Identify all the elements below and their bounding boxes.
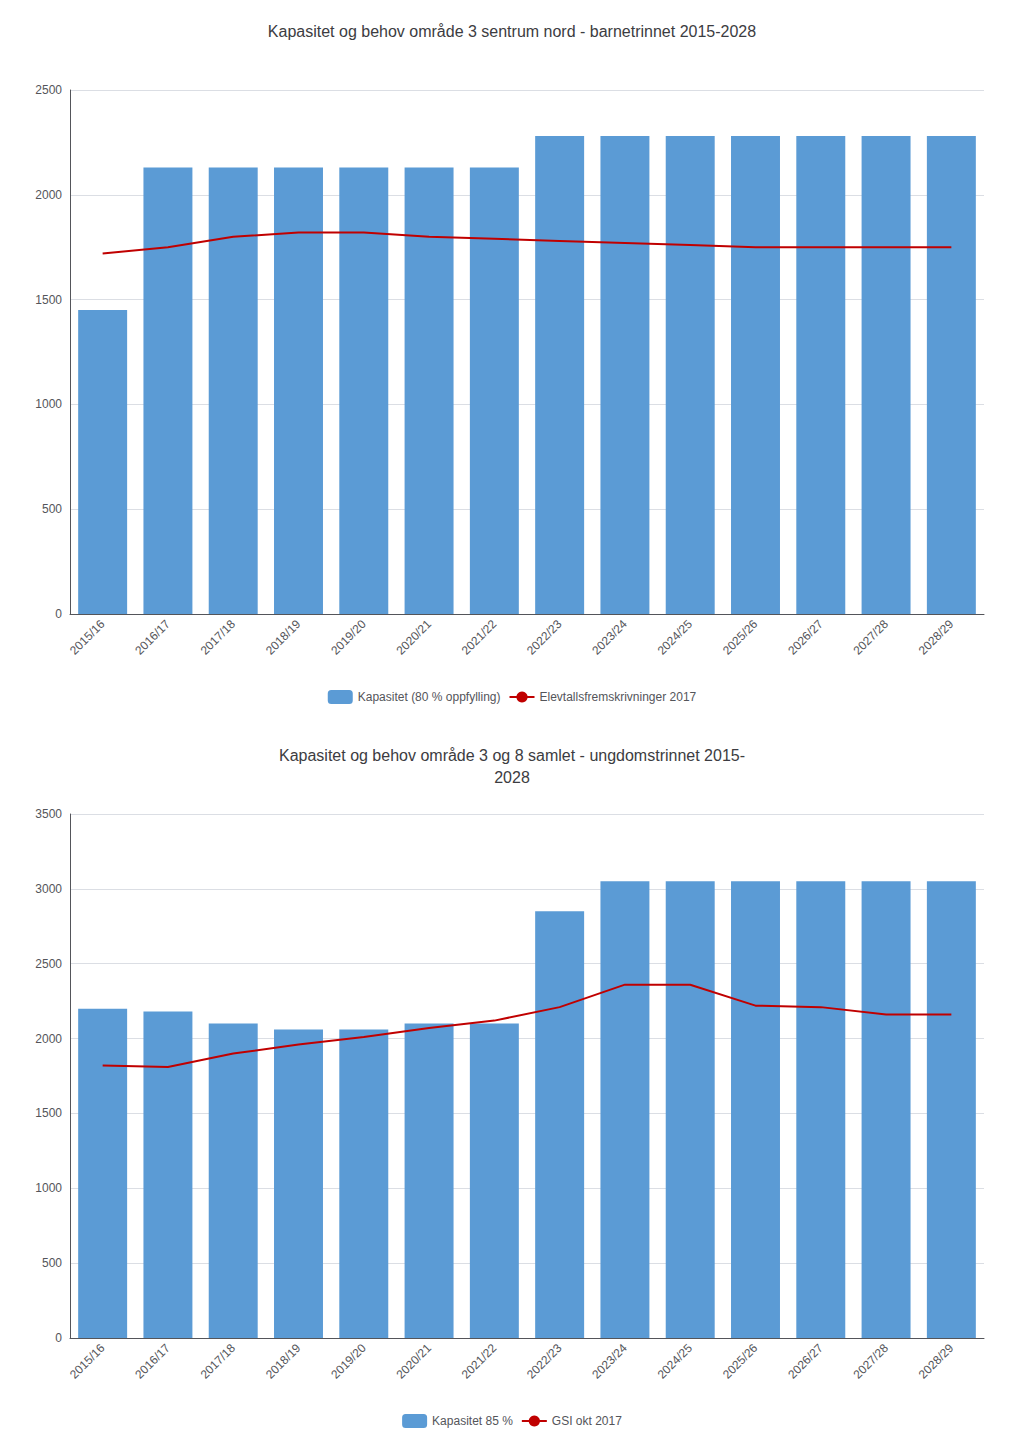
svg-text:2500: 2500 (35, 83, 62, 97)
svg-text:2024/25: 2024/25 (655, 1341, 696, 1382)
svg-text:2020/21: 2020/21 (393, 1341, 434, 1382)
svg-text:2023/24: 2023/24 (589, 1341, 630, 1382)
svg-text:2026/27: 2026/27 (785, 617, 826, 658)
svg-text:GSI okt 2017: GSI okt 2017 (552, 1414, 622, 1428)
svg-text:2022/23: 2022/23 (524, 617, 565, 658)
svg-text:2021/22: 2021/22 (459, 1341, 500, 1382)
svg-text:2028: 2028 (494, 769, 530, 786)
svg-text:Kapasitet og behov område 3 se: Kapasitet og behov område 3 sentrum nord… (268, 23, 756, 40)
svg-text:0: 0 (55, 1331, 62, 1345)
svg-text:2015/16: 2015/16 (67, 1341, 108, 1382)
svg-text:2019/20: 2019/20 (328, 617, 369, 658)
svg-text:2500: 2500 (35, 957, 62, 971)
svg-text:2026/27: 2026/27 (785, 1341, 826, 1382)
svg-text:2016/17: 2016/17 (132, 617, 173, 658)
svg-text:2028/29: 2028/29 (916, 617, 957, 658)
svg-text:Kapasitet (80 % oppfylling): Kapasitet (80 % oppfylling) (358, 690, 501, 704)
svg-text:Kapasitet og behov område 3 og: Kapasitet og behov område 3 og 8 samlet … (279, 747, 745, 764)
svg-text:2025/26: 2025/26 (720, 617, 761, 658)
svg-text:2017/18: 2017/18 (198, 1341, 239, 1382)
svg-text:500: 500 (42, 1256, 62, 1270)
svg-text:1000: 1000 (35, 397, 62, 411)
svg-text:1500: 1500 (35, 1106, 62, 1120)
svg-text:2019/20: 2019/20 (328, 1341, 369, 1382)
svg-text:2021/22: 2021/22 (459, 617, 500, 658)
svg-text:2015/16: 2015/16 (67, 617, 108, 658)
svg-text:Kapasitet 85 %: Kapasitet 85 % (432, 1414, 513, 1428)
svg-text:2023/24: 2023/24 (589, 617, 630, 658)
svg-text:3500: 3500 (35, 807, 62, 821)
svg-text:2017/18: 2017/18 (198, 617, 239, 658)
svg-text:1500: 1500 (35, 293, 62, 307)
svg-text:2027/28: 2027/28 (850, 617, 891, 658)
svg-text:2018/19: 2018/19 (263, 617, 304, 658)
svg-text:2025/26: 2025/26 (720, 1341, 761, 1382)
svg-text:2028/29: 2028/29 (916, 1341, 957, 1382)
svg-text:2022/23: 2022/23 (524, 1341, 565, 1382)
svg-text:3000: 3000 (35, 882, 62, 896)
svg-text:2016/17: 2016/17 (132, 1341, 173, 1382)
svg-text:2024/25: 2024/25 (655, 617, 696, 658)
svg-text:2020/21: 2020/21 (393, 617, 434, 658)
svg-text:0: 0 (55, 607, 62, 621)
svg-text:2027/28: 2027/28 (850, 1341, 891, 1382)
svg-text:2000: 2000 (35, 188, 62, 202)
svg-text:2018/19: 2018/19 (263, 1341, 304, 1382)
svg-text:2000: 2000 (35, 1032, 62, 1046)
svg-text:500: 500 (42, 502, 62, 516)
svg-text:Elevtallsfremskrivninger 2017: Elevtallsfremskrivninger 2017 (540, 690, 697, 704)
svg-text:1000: 1000 (35, 1181, 62, 1195)
